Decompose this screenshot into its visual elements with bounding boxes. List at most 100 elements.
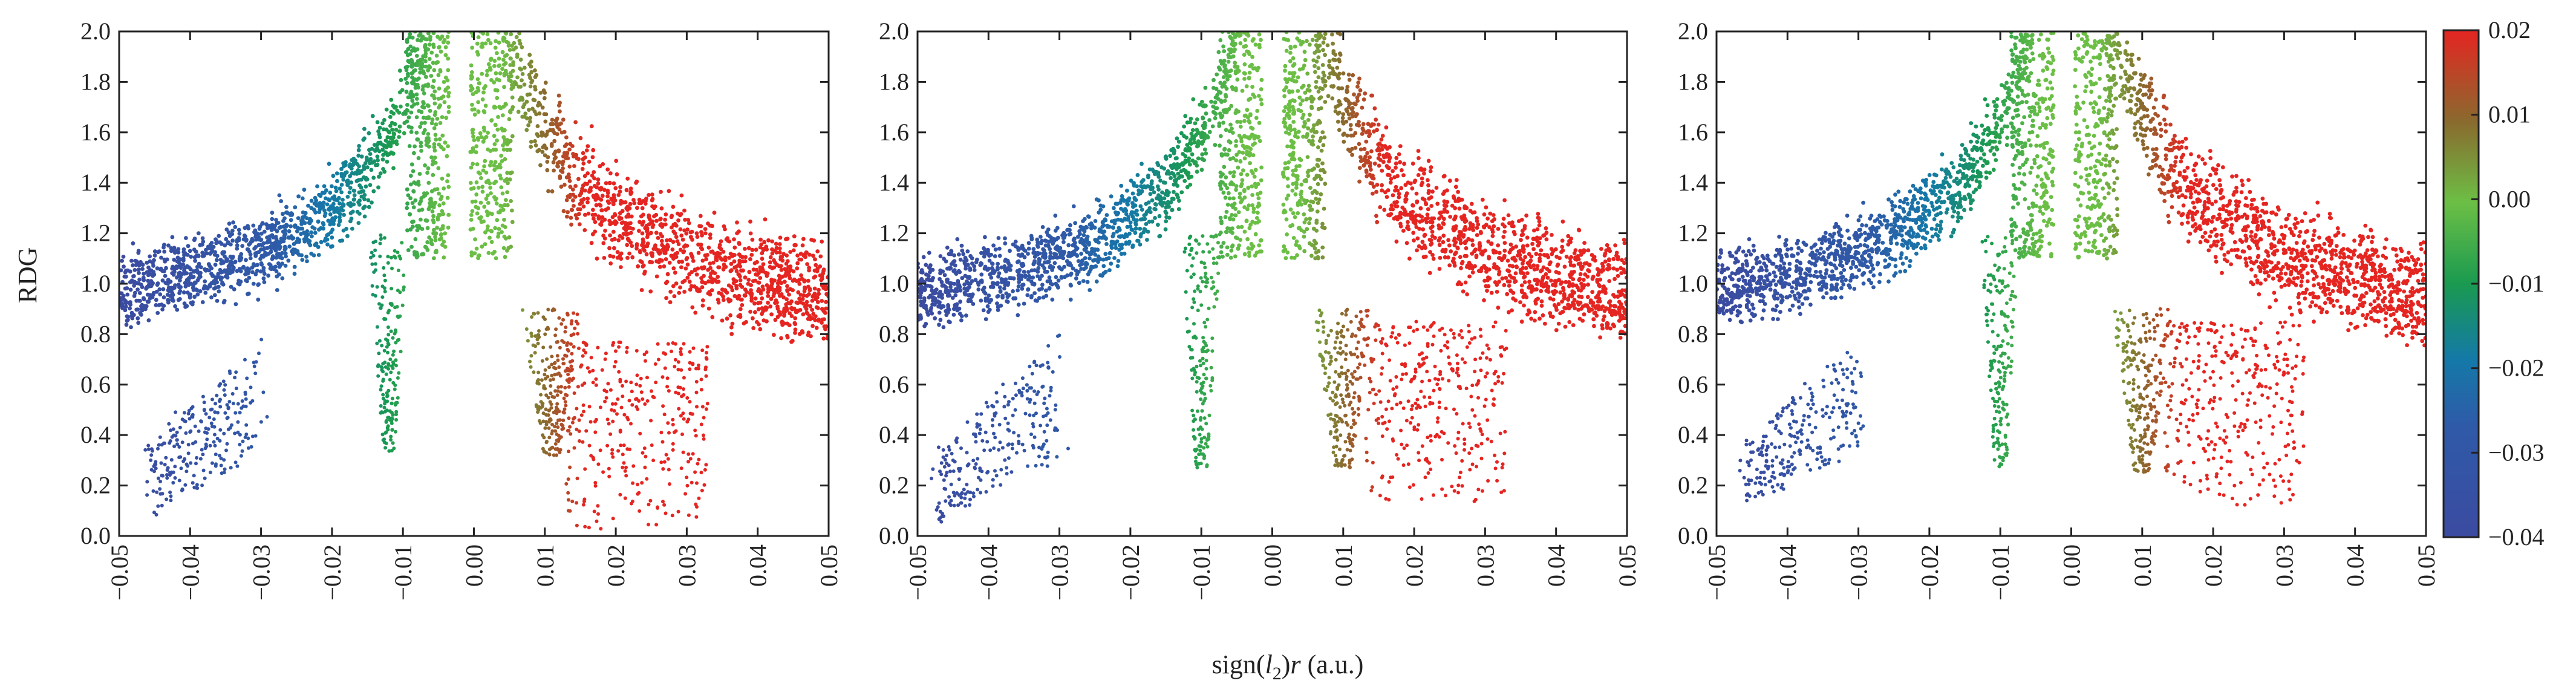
data-point (671, 204, 676, 209)
data-point (220, 250, 225, 255)
data-point (415, 137, 420, 142)
data-point (643, 402, 647, 406)
data-point (599, 186, 604, 190)
data-point (532, 312, 536, 316)
data-point (280, 261, 284, 266)
data-point (562, 396, 566, 400)
data-point (507, 177, 512, 182)
data-point (685, 420, 690, 424)
data-point (704, 463, 708, 467)
data-point (791, 248, 796, 253)
data-point (721, 298, 726, 302)
data-point (602, 217, 607, 222)
data-point (210, 461, 214, 465)
data-point (486, 62, 491, 67)
data-point (507, 117, 512, 122)
data-point (504, 53, 509, 57)
data-point (795, 261, 800, 266)
data-point (161, 245, 166, 250)
data-point (571, 376, 575, 380)
data-point (694, 272, 699, 277)
data-point (442, 80, 446, 84)
data-point (1457, 206, 1462, 211)
data-point (1039, 235, 1043, 239)
data-point (391, 413, 395, 417)
data-point (607, 181, 612, 186)
data-point (446, 68, 451, 73)
data-point (761, 262, 766, 267)
data-point (480, 184, 485, 189)
data-point (189, 461, 193, 465)
data-point (756, 301, 760, 305)
data-point (260, 221, 264, 226)
data-point (629, 380, 633, 385)
data-point (556, 93, 561, 98)
data-point (508, 108, 513, 113)
data-point (566, 210, 570, 215)
data-point (405, 228, 409, 233)
data-point (230, 229, 235, 233)
data-point (535, 381, 540, 385)
data-point (628, 226, 633, 230)
data-point (200, 300, 205, 304)
data-point (580, 186, 584, 191)
data-point (572, 446, 576, 450)
data-point (379, 404, 383, 408)
data-point (739, 269, 743, 273)
data-point (766, 301, 770, 305)
data-point (160, 474, 164, 478)
data-point (1548, 260, 1553, 264)
data-point (1138, 226, 1143, 231)
data-point (429, 155, 434, 160)
data-point (1383, 190, 1387, 195)
data-point (149, 458, 153, 462)
data-point (1441, 240, 1446, 244)
data-point (218, 428, 223, 432)
data-point (302, 188, 307, 192)
data-point (156, 504, 160, 508)
data-point (561, 209, 566, 214)
data-point (339, 205, 344, 210)
data-point (792, 243, 797, 247)
data-point (380, 344, 384, 348)
data-point (1537, 252, 1542, 257)
data-point (1402, 162, 1406, 166)
data-point (426, 180, 431, 185)
data-point (543, 317, 547, 321)
data-point (585, 197, 590, 201)
data-point (1616, 273, 1620, 278)
data-point (312, 226, 317, 231)
data-point (1397, 152, 1401, 157)
data-point (640, 481, 644, 485)
data-point (549, 391, 553, 396)
data-point (807, 268, 811, 273)
data-point (426, 145, 431, 149)
data-point (212, 293, 217, 298)
data-point (813, 318, 817, 322)
data-point (595, 256, 599, 261)
data-point (484, 209, 489, 214)
data-point (770, 247, 774, 252)
data-point (391, 131, 396, 136)
data-point (640, 243, 644, 247)
data-point (708, 236, 712, 240)
data-point (504, 102, 508, 107)
data-point (129, 313, 134, 318)
data-point (1042, 266, 1046, 270)
data-point (442, 100, 447, 105)
data-point (817, 292, 821, 296)
data-point (758, 237, 763, 242)
data-point (566, 348, 570, 351)
data-point (475, 86, 480, 90)
data-point (681, 411, 685, 416)
data-point (487, 163, 492, 168)
data-point (583, 212, 587, 217)
data-point (576, 177, 581, 181)
data-point (394, 429, 397, 434)
data-point (143, 307, 148, 312)
data-point (486, 250, 491, 255)
data-point (691, 452, 695, 456)
data-point (185, 290, 190, 295)
data-point (732, 237, 736, 241)
data-point (1568, 263, 1573, 267)
